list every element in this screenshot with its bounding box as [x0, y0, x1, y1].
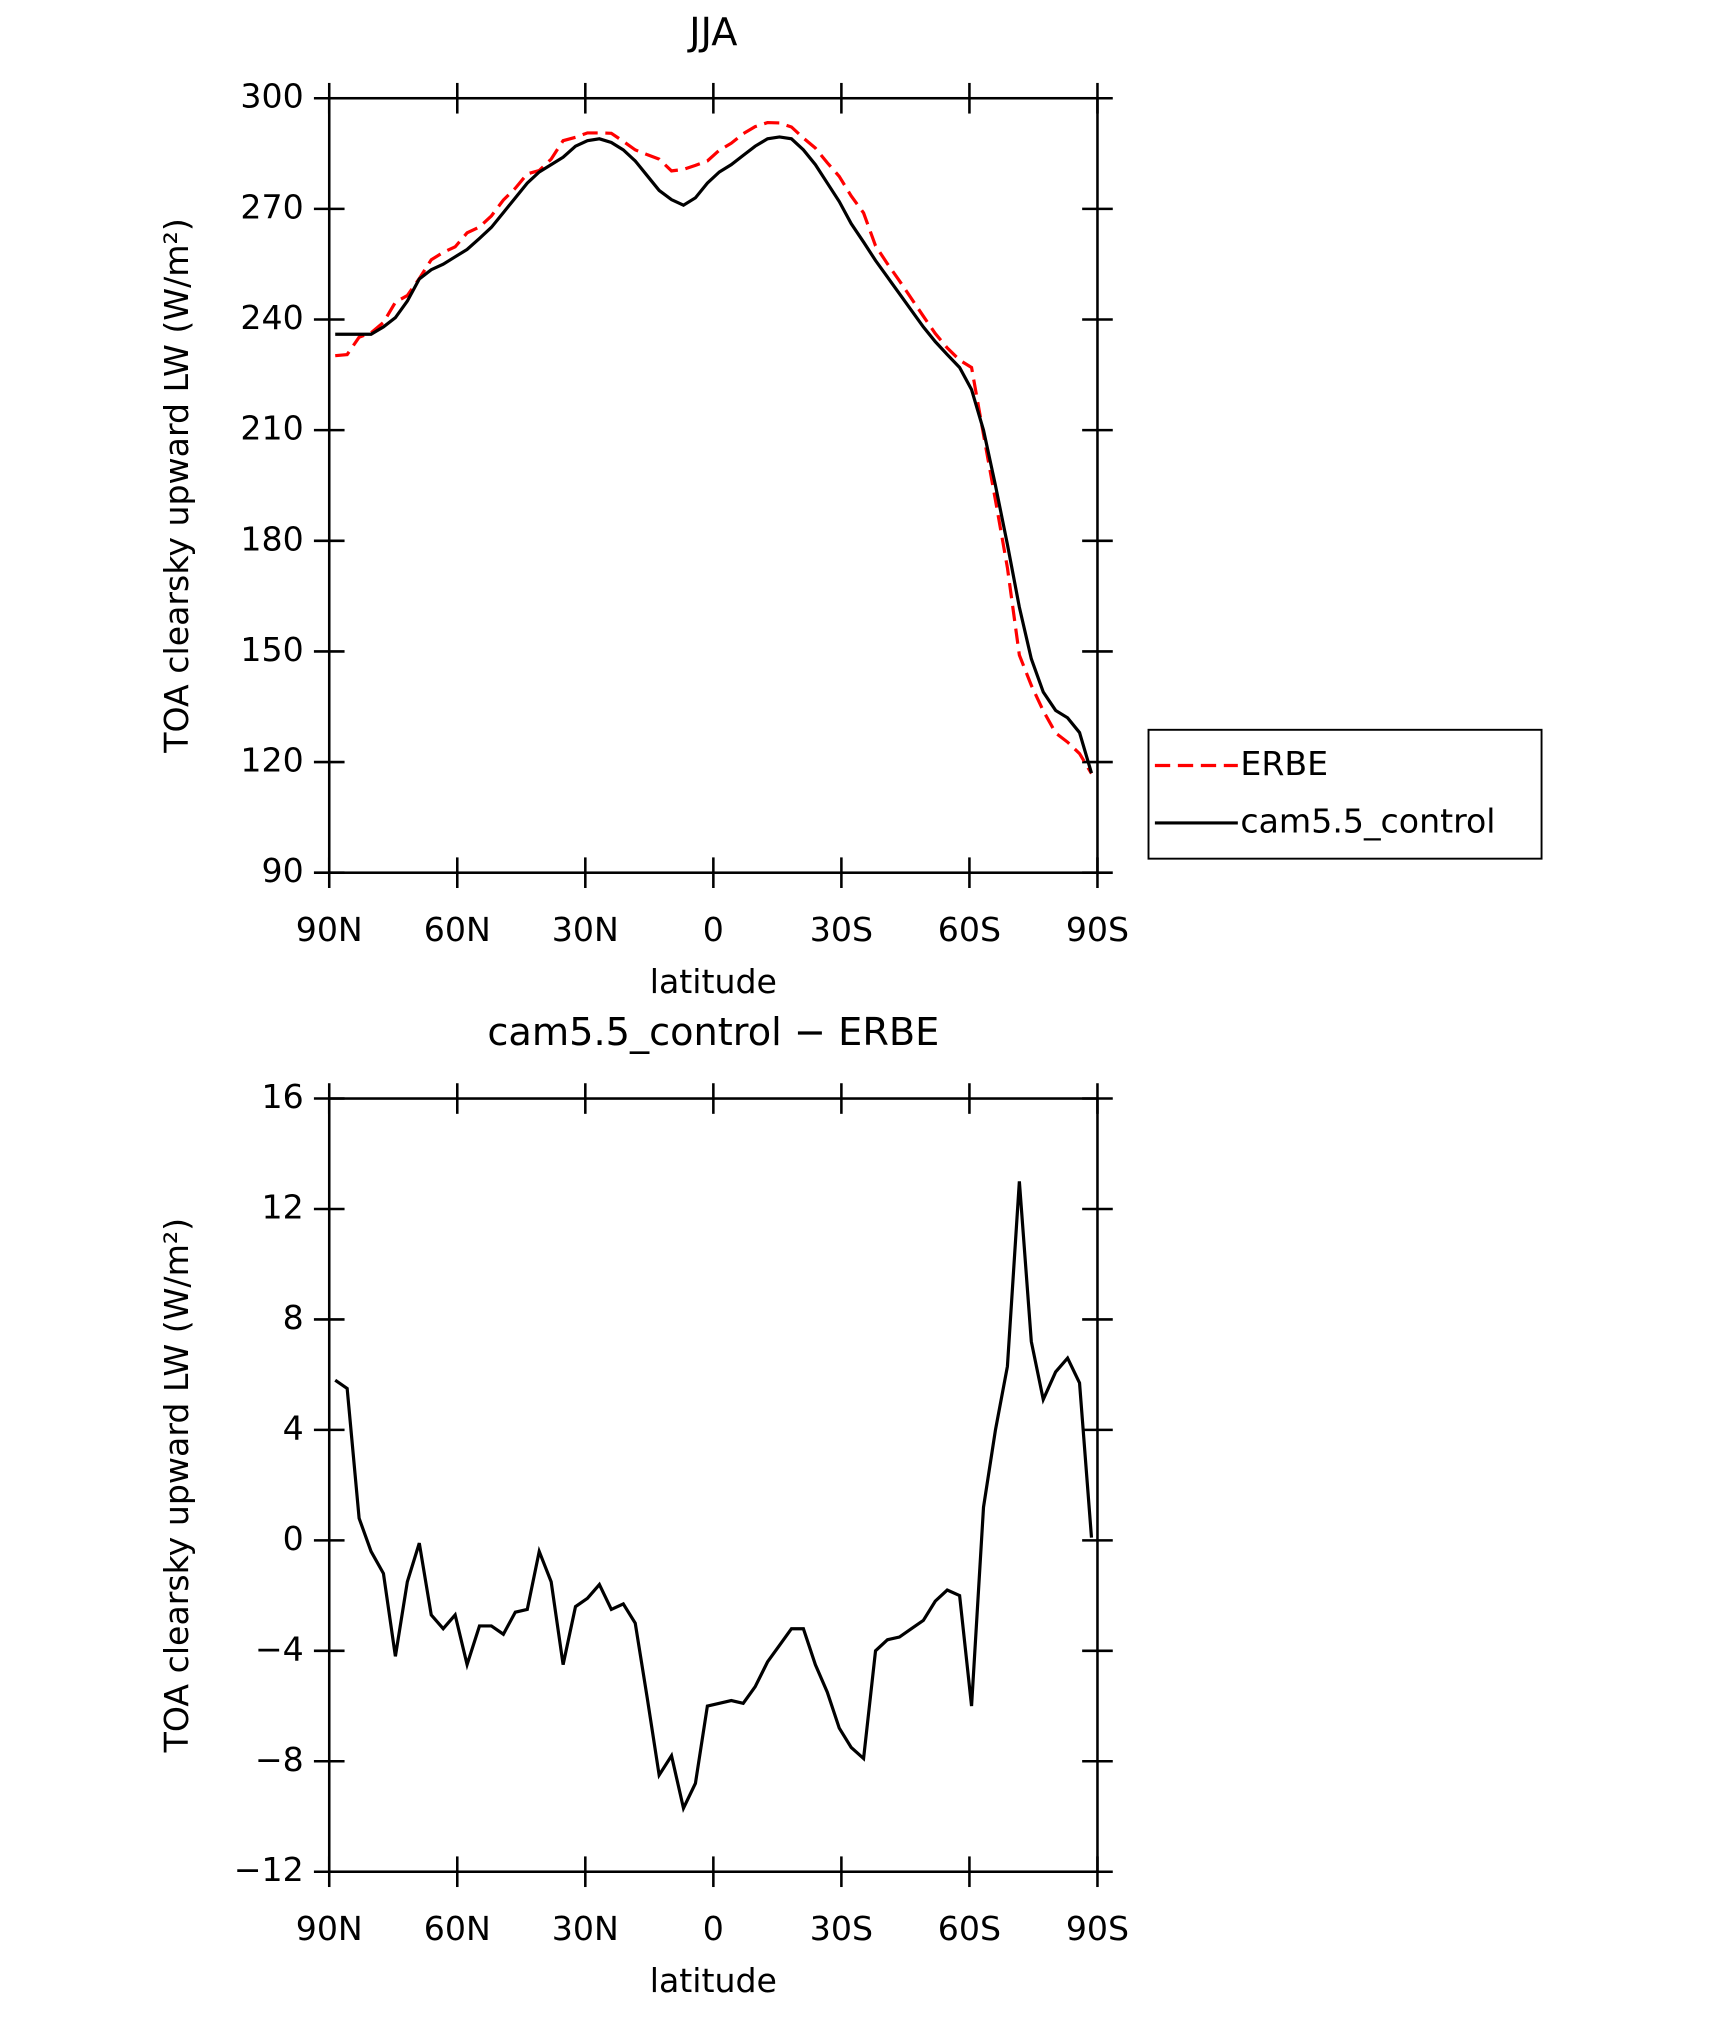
x-axis-label: latitude [650, 1961, 777, 2000]
y-tick-label: 210 [240, 409, 303, 448]
legend-label: cam5.5_control [1240, 801, 1495, 840]
y-tick-label: −4 [255, 1629, 304, 1668]
chart-title: cam5.5_control − ERBE [487, 1010, 939, 1055]
series-line [335, 120, 1093, 775]
y-tick-label: 16 [262, 1077, 304, 1116]
x-tick-label: 30S [810, 910, 873, 949]
x-tick-label: 90N [296, 910, 363, 949]
y-tick-label: 12 [262, 1187, 304, 1226]
y-tick-label: −8 [255, 1740, 304, 1779]
y-axis-label: TOA clearsky upward LW (W/m²) [157, 218, 196, 753]
legend-box [1147, 728, 1543, 860]
x-tick-label: 60S [938, 910, 1001, 949]
y-tick-label: 150 [240, 630, 303, 669]
plot-frame [327, 96, 1099, 874]
x-tick-label: 60N [424, 910, 491, 949]
x-tick-label: 90N [296, 1909, 363, 1948]
y-tick-label: 8 [283, 1298, 304, 1337]
y-tick-label: 300 [240, 77, 303, 116]
plot-frame [327, 1097, 1099, 1873]
x-tick-label: 30N [552, 910, 619, 949]
y-tick-label: −12 [234, 1850, 304, 1889]
x-tick-label: 0 [703, 910, 724, 949]
y-tick-label: 90 [262, 851, 304, 890]
x-tick-label: 60N [424, 1909, 491, 1948]
x-tick-label: 60S [938, 1909, 1001, 1948]
x-tick-label: 30N [552, 1909, 619, 1948]
chart-title: JJA [687, 10, 737, 55]
x-tick-label: 0 [703, 1909, 724, 1948]
legend-label: ERBE [1240, 744, 1328, 783]
y-tick-label: 180 [240, 519, 303, 558]
y-tick-label: 120 [240, 741, 303, 780]
x-axis-label: latitude [650, 962, 777, 1001]
x-tick-label: 90S [1066, 1909, 1129, 1948]
y-tick-label: 270 [240, 187, 303, 226]
series-line [335, 135, 1094, 774]
y-tick-label: 240 [240, 298, 303, 337]
series-line [334, 1181, 1094, 1814]
y-tick-label: 4 [283, 1408, 304, 1447]
x-tick-label: 90S [1066, 910, 1129, 949]
y-axis-label: TOA clearsky upward LW (W/m²) [157, 1218, 196, 1753]
x-tick-label: 30S [810, 1909, 873, 1948]
y-tick-label: 0 [283, 1519, 304, 1558]
